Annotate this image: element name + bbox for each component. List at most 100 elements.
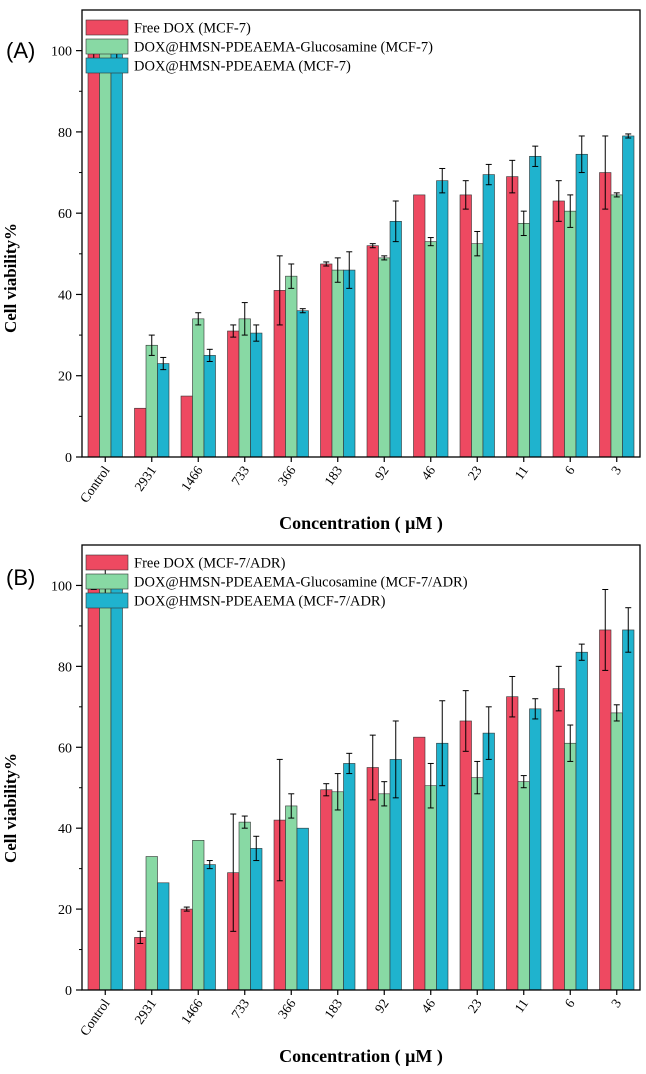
- y-tick-label-b-80: 80: [58, 660, 72, 675]
- bar-b-s3-1466: [203, 864, 216, 991]
- x-tick-label-a-92: 92: [372, 463, 392, 483]
- legend-label-a-1: Free DOX (MCF-7): [134, 21, 251, 37]
- bar-b-s2-366: [285, 805, 298, 991]
- panel-a: (A) Cell viability% Concentration ( μM )…: [1, 9, 641, 534]
- bar-a-s3-3: [622, 135, 635, 458]
- x-tick-label-a-183: 183: [321, 463, 345, 488]
- panel-b: (B) Cell viability% Concentration ( μM )…: [1, 544, 641, 1067]
- y-tick-label-b-100: 100: [51, 579, 72, 594]
- bar-b-s1-23: [459, 720, 472, 991]
- bar-a-s3-46: [436, 180, 449, 458]
- bar-b-s2-6: [564, 742, 577, 991]
- bar-b-s2-2931: [145, 856, 158, 991]
- x-tick-label-a-1466: 1466: [178, 463, 206, 494]
- x-tick-label-a-6: 6: [562, 463, 578, 477]
- x-tick-label-a-733: 733: [228, 463, 252, 488]
- bar-b-s2-46: [424, 785, 437, 991]
- bar-a-s1-control: [87, 52, 100, 458]
- bar-a-s2-23: [471, 243, 484, 458]
- bar-a-s3-183: [343, 269, 356, 458]
- bar-b-s2-3: [610, 712, 623, 991]
- y-tick-label-a-60: 60: [58, 207, 72, 222]
- bar-b-s3-733: [250, 848, 263, 991]
- y-tick-label-b-0: 0: [65, 984, 72, 999]
- bar-a-s2-2931: [145, 344, 158, 458]
- x-tick-label-a-366: 366: [275, 463, 299, 488]
- legend-swatch-a-3: [85, 57, 129, 74]
- bar-b-s1-control: [87, 587, 100, 991]
- bar-a-s3-366: [296, 310, 309, 458]
- y-axis-title-a: Cell viability%: [1, 223, 20, 333]
- bar-a-s3-1466: [203, 355, 216, 458]
- bar-a-s1-733: [227, 330, 240, 458]
- y-tick-label-a-0: 0: [65, 451, 72, 466]
- bar-b-s2-92: [378, 793, 391, 991]
- bar-b-s1-46: [413, 736, 426, 991]
- x-tick-label-b-366: 366: [275, 996, 299, 1021]
- bar-b-s1-1466: [180, 908, 193, 991]
- legend-swatch-b-1: [85, 554, 129, 571]
- bar-a-s1-23: [459, 194, 472, 458]
- bar-a-s3-733: [250, 332, 263, 458]
- legend-label-b-3: DOX@HMSN-PDEAEMA (MCF-7/ADR): [134, 594, 386, 610]
- x-tick-label-a-2931: 2931: [131, 463, 159, 494]
- x-tick-label-b-46: 46: [418, 996, 438, 1016]
- bar-a-s1-6: [552, 200, 565, 458]
- y-tick-label-b-60: 60: [58, 741, 72, 756]
- bar-a-s2-92: [378, 257, 391, 458]
- bar-a-s1-2931: [134, 407, 147, 458]
- bar-a-s3-control: [110, 50, 123, 458]
- bar-a-s2-11: [517, 223, 530, 458]
- panel-label-a: (A): [6, 38, 35, 63]
- bar-a-s2-733: [238, 318, 251, 458]
- bar-a-s3-2931: [157, 363, 170, 458]
- x-tick-label-a-23: 23: [465, 463, 485, 483]
- bar-a-s2-control: [99, 48, 112, 458]
- bar-a-s3-11: [529, 155, 542, 458]
- y-tick-label-a-20: 20: [58, 370, 72, 385]
- bar-b-s1-11: [506, 696, 519, 991]
- bar-b-s1-2931: [134, 937, 147, 991]
- legend-swatch-a-1: [85, 19, 129, 36]
- x-tick-label-a-46: 46: [418, 463, 438, 483]
- x-tick-label-b-control: Control: [77, 996, 113, 1039]
- bar-a-s3-6: [575, 153, 588, 458]
- legend-swatch-b-2: [85, 573, 129, 590]
- legend-label-b-1: Free DOX (MCF-7/ADR): [134, 556, 286, 572]
- bar-a-s3-23: [482, 174, 495, 458]
- x-tick-label-b-11: 11: [511, 996, 531, 1015]
- bar-b-s3-control: [110, 585, 123, 991]
- bar-a-s1-11: [506, 176, 519, 458]
- x-tick-label-b-6: 6: [562, 996, 578, 1010]
- bar-b-s2-183: [331, 791, 344, 991]
- legend-swatch-b-3: [85, 592, 129, 609]
- x-tick-label-a-control: Control: [77, 463, 113, 506]
- bar-a-s2-366: [285, 275, 298, 458]
- bar-b-s3-2931: [157, 882, 170, 991]
- bar-a-s2-1466: [192, 318, 205, 458]
- bar-a-s1-92: [366, 245, 379, 458]
- bar-a-s2-6: [564, 210, 577, 458]
- legend-label-a-2: DOX@HMSN-PDEAEMA-Glucosamine (MCF-7): [134, 40, 433, 56]
- y-tick-label-a-80: 80: [58, 126, 72, 141]
- bar-b-s1-92: [366, 767, 379, 991]
- x-tick-label-b-92: 92: [372, 996, 392, 1016]
- x-tick-label-b-183: 183: [321, 996, 345, 1021]
- bar-a-s1-3: [599, 172, 612, 458]
- bar-a-s3-92: [389, 221, 402, 458]
- bar-a-s2-3: [610, 194, 623, 458]
- y-tick-label-b-40: 40: [58, 822, 72, 837]
- bar-a-s2-46: [424, 241, 437, 458]
- x-tick-label-a-3: 3: [608, 463, 624, 477]
- x-tick-label-b-733: 733: [228, 996, 252, 1021]
- bar-b-s3-11: [529, 708, 542, 991]
- y-tick-label-b-20: 20: [58, 903, 72, 918]
- bar-b-s3-183: [343, 763, 356, 991]
- x-tick-label-b-23: 23: [465, 996, 485, 1016]
- x-tick-label-b-1466: 1466: [178, 996, 206, 1027]
- legend-label-b-2: DOX@HMSN-PDEAEMA-Glucosamine (MCF-7/ADR): [134, 575, 468, 591]
- bar-b-s1-6: [552, 688, 565, 991]
- x-tick-label-b-2931: 2931: [131, 996, 159, 1027]
- legend-label-a-3: DOX@HMSN-PDEAEMA (MCF-7): [134, 59, 351, 75]
